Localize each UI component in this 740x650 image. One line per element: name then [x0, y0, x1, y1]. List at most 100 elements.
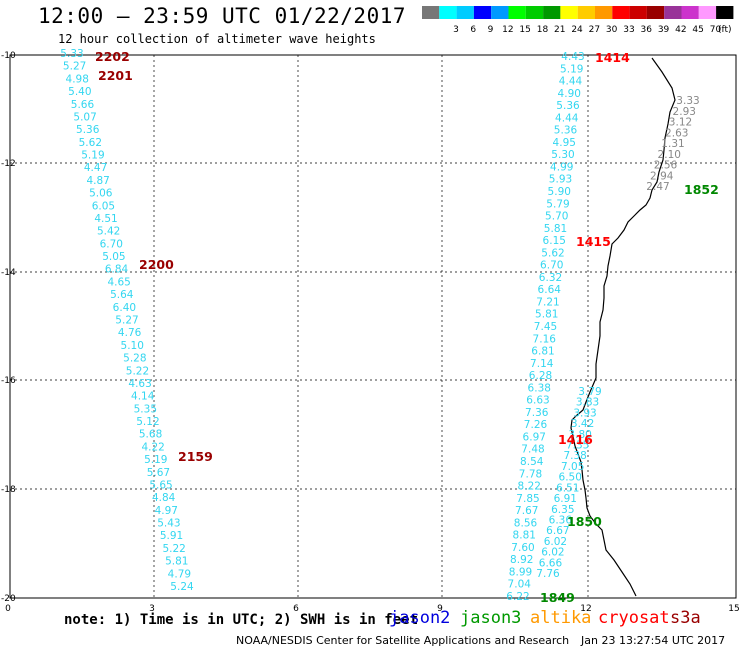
legend-label: 12: [502, 25, 513, 35]
legend-label: 9: [488, 25, 494, 35]
pass-time-label: 2201: [98, 68, 133, 83]
map-subtitle: 12 hour collection of altimeter wave hei…: [58, 32, 376, 46]
wave-height-value: 6.22: [506, 591, 529, 603]
wave-height-value: 6.15: [543, 235, 566, 247]
legend-swatch: [560, 6, 578, 19]
wave-height-value: 4.87: [86, 175, 109, 187]
legend-swatch: [491, 6, 509, 19]
wave-height-value: 2.56: [654, 160, 678, 172]
wave-height-value: 5.19: [560, 63, 583, 75]
wave-height-value: 5.70: [545, 211, 568, 223]
wave-height-value: 7.36: [525, 407, 549, 419]
y-tick-label: -10: [1, 51, 16, 61]
wave-height-value: 5.81: [535, 309, 558, 321]
wave-height-value: 5.30: [551, 149, 574, 161]
legend-label: 30: [606, 25, 618, 35]
wave-height-value: 6.91: [554, 493, 577, 505]
wave-height-value: 5.36: [76, 124, 100, 136]
legend-swatch: [716, 6, 734, 19]
wave-height-value: 5.35: [134, 403, 157, 415]
legend-label: 6: [470, 25, 476, 35]
wave-height-value: 5.27: [63, 61, 86, 73]
wave-height-value: 4.22: [141, 441, 164, 453]
wave-height-value: 7.04: [508, 579, 532, 591]
legend-label: (ft): [718, 25, 732, 35]
legend-label: 24: [571, 25, 583, 35]
wave-height-value: 4.84: [152, 492, 176, 504]
wave-height-value: 6.67: [546, 525, 569, 537]
x-tick-label: 6: [293, 604, 299, 614]
wave-height-value: 4.76: [118, 327, 142, 339]
wave-height-value: 5.67: [147, 467, 170, 479]
wave-height-value: 2.93: [673, 106, 696, 118]
wave-height-value: 6.32: [539, 272, 562, 284]
wave-height-value: 6.02: [544, 536, 567, 548]
wave-height-value: 7.35: [566, 440, 589, 452]
wave-height-value: 7.76: [536, 568, 560, 580]
legend-swatch: [577, 6, 595, 19]
y-tick-label: -14: [1, 268, 16, 278]
legend-label: 33: [623, 25, 634, 35]
legend-swatch: [646, 6, 665, 19]
wave-height-value: 4.44: [559, 76, 583, 88]
wave-height-value: 4.51: [94, 213, 117, 225]
legend-label: 36: [641, 25, 653, 35]
legend-label: 15: [519, 25, 530, 35]
y-tick-label: -12: [1, 159, 16, 169]
x-tick-label: 3: [149, 604, 155, 614]
wave-height-value: 6.40: [113, 302, 136, 314]
pass-time-label: 1852: [684, 182, 719, 197]
wave-height-value: 6.02: [541, 547, 564, 559]
lat-lon-grid: 0 3 6 9 12 15 -10 -12 -14 -16 -18 -20: [1, 51, 740, 614]
credit-text: NOAA/NESDIS Center for Satellite Applica…: [236, 634, 570, 647]
wave-height-value: 3.93: [573, 407, 596, 419]
y-tick-label: -20: [1, 594, 16, 604]
wave-height-value: 4.79: [168, 568, 191, 580]
wave-height-value: 8.81: [513, 530, 536, 542]
legend-label: 18: [537, 25, 549, 35]
wave-height-value: 7.16: [533, 333, 557, 345]
y-tick-label: -18: [1, 485, 16, 495]
wave-height-value: 4.44: [555, 112, 579, 124]
legend-label: 39: [658, 25, 670, 35]
wave-height-value: 6.36: [549, 514, 573, 526]
legend-swatch: [698, 6, 717, 19]
wave-height-value: 5.40: [68, 86, 91, 98]
legend-swatch: [664, 6, 682, 19]
wave-height-value: 4.65: [107, 276, 130, 288]
wave-height-value: 6.84: [105, 264, 129, 276]
wave-height-value: 6.50: [559, 472, 582, 484]
wave-height-value: 7.14: [530, 358, 554, 370]
wave-height-value: 7.60: [511, 542, 534, 554]
wave-height-value: 6.38: [528, 382, 551, 394]
wave-height-value: 2.63: [665, 127, 688, 139]
x-tick-label: 0: [5, 604, 11, 614]
wave-height-value: 5.93: [549, 174, 572, 186]
wave-height-value: 5.90: [548, 186, 571, 198]
wave-height-value: 7.45: [534, 321, 557, 333]
wave-height-value: 3.42: [571, 418, 594, 430]
pass-time-label: 1414: [595, 50, 630, 65]
wave-height-value: 8.99: [509, 566, 532, 578]
wave-height-value: 5.06: [89, 188, 113, 200]
wave-height-value: 5.36: [556, 100, 580, 112]
wave-height-value: 5.22: [162, 543, 185, 555]
legend-swatch: [422, 6, 440, 19]
wave-height-value: 6.35: [551, 504, 574, 516]
wave-height-value: 6.28: [529, 370, 552, 382]
wave-height-value: 5.66: [71, 99, 95, 111]
wave-height-value: 6.70: [100, 238, 123, 250]
coastline: [570, 57, 676, 597]
wave-height-value: 5.07: [73, 111, 96, 123]
wave-height-value: 5.12: [136, 416, 159, 428]
x-tick-label: 15: [728, 604, 739, 614]
wave-height-value: 4.95: [553, 137, 576, 149]
wave-height-value: 5.79: [546, 198, 569, 210]
wave-height-value: 4.90: [558, 88, 581, 100]
wave-height-value: 7.85: [516, 493, 539, 505]
wave-height-value: 4.14: [131, 391, 155, 403]
wave-height-value: 5.43: [157, 518, 180, 530]
pass-time-label: 1849: [540, 590, 575, 605]
wave-height-value: 4.97: [155, 505, 178, 517]
generated-timestamp: Jan 23 13:27:54 UTC 2017: [581, 634, 726, 647]
